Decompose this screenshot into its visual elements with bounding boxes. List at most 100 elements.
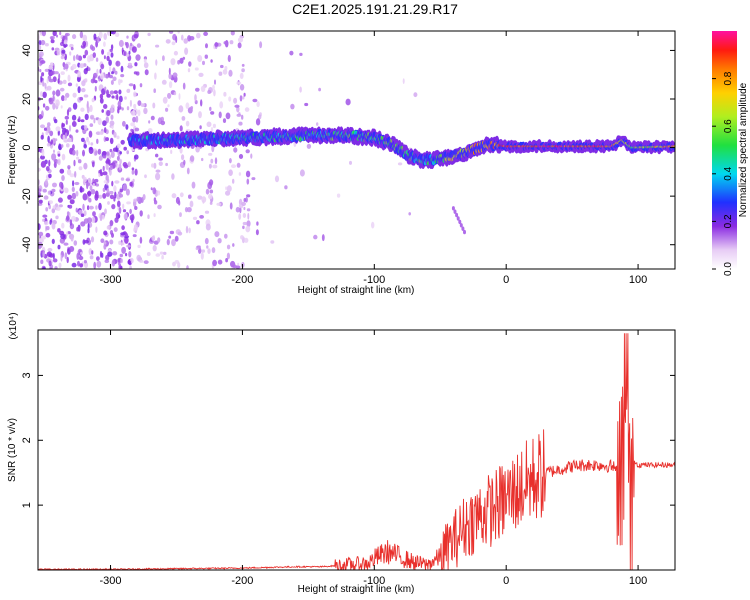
noise-speckle <box>201 196 207 203</box>
noise-speckle <box>210 158 214 164</box>
noise-speckle <box>218 111 222 119</box>
noise-speckle <box>66 211 70 216</box>
noise-speckle <box>50 139 53 145</box>
noise-speckle <box>178 93 181 100</box>
noise-speckle <box>211 145 215 153</box>
noise-speckle <box>194 67 199 71</box>
page-title: C2E1.2025.191.21.29.R17 <box>292 1 458 17</box>
noise-speckle <box>108 59 112 66</box>
noise-speckle <box>304 102 309 107</box>
noise-speckle <box>200 99 203 107</box>
noise-speckle <box>181 34 184 41</box>
noise-speckle <box>177 231 183 236</box>
colorbar-tick-label: 0.8 <box>723 71 734 85</box>
noise-speckle <box>109 194 115 200</box>
noise-speckle <box>67 74 71 82</box>
noise-speckle <box>165 39 171 44</box>
noise-speckle <box>109 120 115 126</box>
noise-speckle <box>214 42 219 47</box>
noise-speckle <box>216 202 222 206</box>
noise-speckle <box>99 168 103 176</box>
noise-speckle <box>102 151 107 156</box>
noise-speckle <box>90 116 94 120</box>
noise-speckle <box>86 217 93 224</box>
noise-speckle <box>106 55 110 62</box>
noise-speckle <box>110 114 114 120</box>
noise-speckle <box>234 104 240 108</box>
noise-speckle <box>116 155 120 161</box>
y-tick-label: 40 <box>21 44 33 56</box>
noise-speckle <box>137 244 141 249</box>
snr-x-axis-label: Height of straight line (km) <box>298 584 415 595</box>
noise-speckle <box>120 177 125 181</box>
noise-speckle <box>65 32 70 37</box>
noise-speckle <box>205 223 211 231</box>
noise-speckle <box>104 86 107 91</box>
noise-speckle <box>48 260 52 267</box>
noise-speckle <box>122 203 125 210</box>
noise-speckle <box>251 177 256 181</box>
noise-speckle <box>128 251 132 258</box>
noise-speckle <box>110 44 114 50</box>
noise-speckle <box>76 149 79 157</box>
noise-speckle <box>147 214 150 219</box>
noise-speckle <box>88 205 94 210</box>
noise-speckle <box>134 127 140 132</box>
noise-speckle <box>79 185 83 193</box>
noise-speckle <box>128 65 133 69</box>
noise-speckle <box>185 120 190 127</box>
noise-speckle <box>238 121 243 126</box>
x-tick-label: 100 <box>629 575 647 587</box>
colorbar-label: Normalized spectral amplitude <box>738 82 749 217</box>
noise-speckle <box>60 233 66 240</box>
noise-speckle <box>150 115 155 121</box>
noise-speckle <box>40 237 43 243</box>
noise-speckle <box>101 49 105 55</box>
noise-speckle <box>173 50 178 56</box>
noise-speckle <box>92 52 97 58</box>
noise-speckle <box>196 32 201 39</box>
noise-speckle <box>54 138 58 142</box>
noise-speckle <box>159 251 164 255</box>
noise-speckle <box>75 191 79 197</box>
noise-speckle <box>195 146 200 153</box>
noise-speckle <box>148 120 151 124</box>
noise-speckle <box>167 92 172 99</box>
colorbar-tick-label: 0.4 <box>723 166 734 180</box>
noise-speckle <box>38 188 42 192</box>
noise-speckle <box>59 87 65 92</box>
noise-speckle <box>199 125 202 130</box>
noise-speckle <box>212 123 216 129</box>
noise-speckle <box>69 43 74 48</box>
noise-speckle <box>152 187 156 195</box>
noise-speckle <box>54 71 59 75</box>
noise-speckle <box>83 94 89 98</box>
noise-speckle <box>140 103 146 107</box>
noise-speckle <box>118 95 123 103</box>
noise-speckle <box>46 251 53 257</box>
x-tick-label: -100 <box>363 575 385 587</box>
noise-speckle <box>245 225 251 233</box>
colorbar-ticks: 0.0 0.2 0.4 0.6 0.8 <box>712 71 734 276</box>
noise-speckle <box>108 190 114 195</box>
noise-speckle <box>397 162 403 166</box>
noise-speckle <box>225 112 231 120</box>
noise-speckle <box>109 137 114 145</box>
noise-speckle <box>118 193 123 198</box>
noise-speckle <box>76 156 80 160</box>
noise-speckle <box>241 63 245 67</box>
noise-speckle <box>175 196 180 205</box>
noise-speckle <box>73 240 78 246</box>
noise-speckle <box>80 221 86 227</box>
noise-speckle <box>57 78 60 84</box>
noise-speckle <box>133 71 138 75</box>
noise-speckle <box>186 265 189 269</box>
noise-speckle <box>169 31 174 34</box>
noise-speckle <box>52 102 56 110</box>
noise-speckle <box>126 244 131 248</box>
noise-speckle <box>81 88 86 93</box>
noise-speckle <box>241 201 246 206</box>
noise-speckle <box>129 265 132 269</box>
noise-speckle <box>41 148 45 157</box>
noise-speckle <box>38 179 41 186</box>
